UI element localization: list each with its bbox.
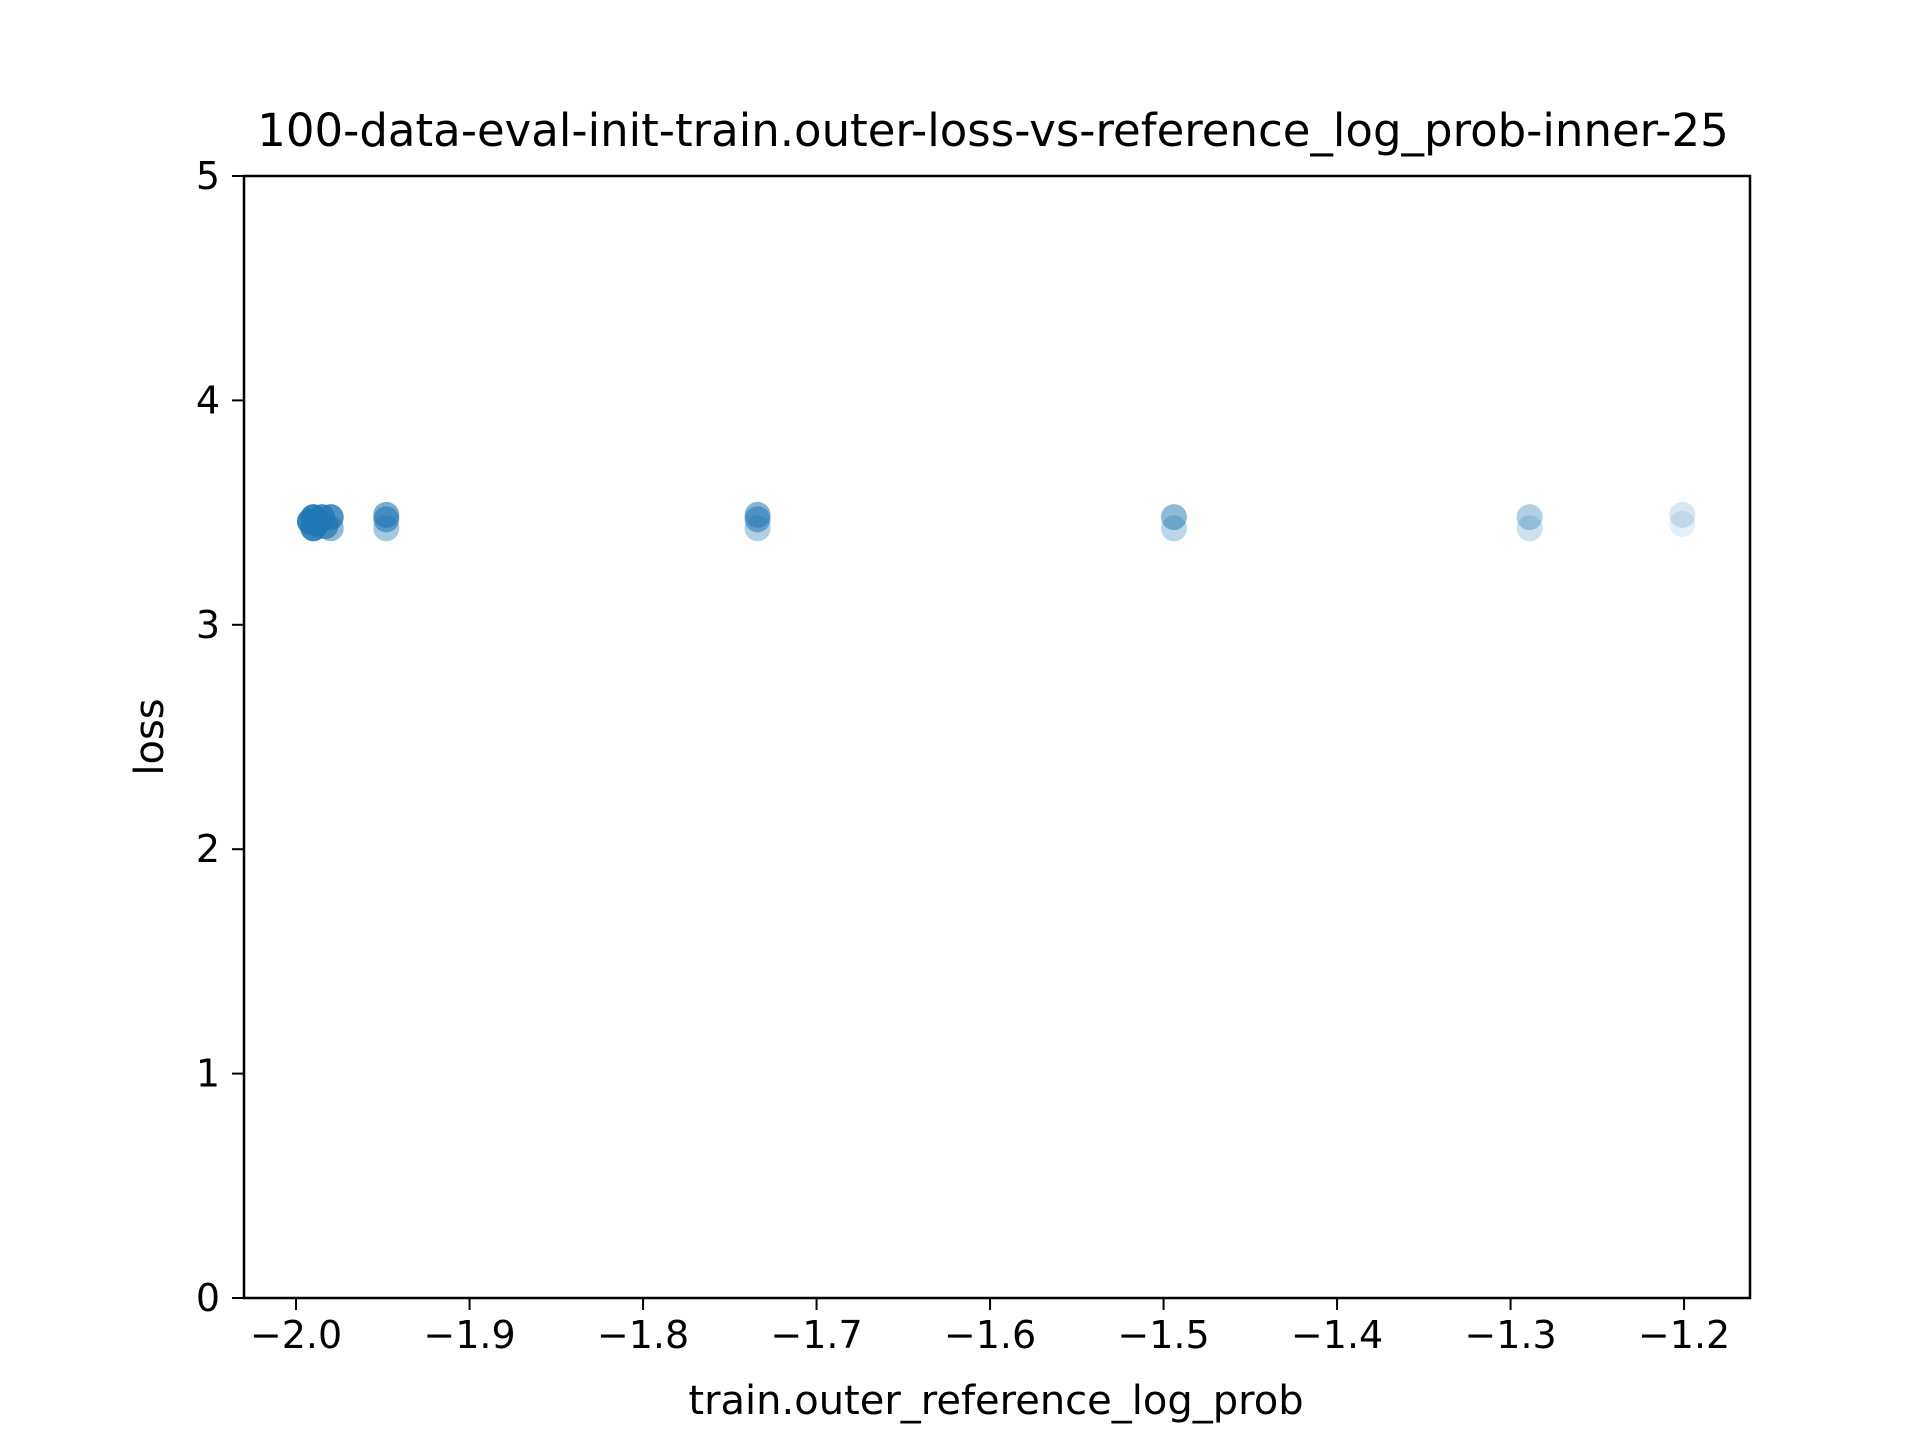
x-tick-label: −1.7 bbox=[770, 1313, 862, 1357]
data-point bbox=[1516, 515, 1543, 542]
data-point bbox=[1669, 501, 1696, 528]
data-points bbox=[296, 501, 1696, 542]
data-point bbox=[1160, 515, 1187, 542]
x-tick-label: −1.9 bbox=[423, 1313, 515, 1357]
x-tick-label: −1.5 bbox=[1117, 1313, 1209, 1357]
data-point bbox=[1160, 504, 1187, 531]
x-tick-label: −1.8 bbox=[597, 1313, 689, 1357]
plot-frame bbox=[242, 174, 1752, 1300]
y-tick-label: 5 bbox=[196, 154, 220, 198]
y-tick-label: 1 bbox=[196, 1052, 220, 1096]
x-tick-label: −2.0 bbox=[250, 1313, 342, 1357]
chart-title: 100-data-eval-init-train.outer-loss-vs-r… bbox=[257, 104, 1729, 157]
data-point bbox=[373, 506, 400, 533]
data-point bbox=[744, 515, 771, 542]
x-axis-ticks: −2.0 −1.9 −1.8 −1.7 −1.6 −1.5 −1.4 −1.3 −1.2 bbox=[250, 1298, 1730, 1357]
data-point bbox=[1669, 510, 1696, 537]
x-tick-label: −1.2 bbox=[1638, 1313, 1730, 1357]
x-tick-label: −1.3 bbox=[1464, 1313, 1556, 1357]
data-point bbox=[744, 506, 771, 533]
data-point bbox=[317, 515, 344, 542]
y-tick-label: 3 bbox=[196, 603, 220, 647]
data-point bbox=[1516, 504, 1543, 531]
x-tick-label: −1.4 bbox=[1291, 1313, 1383, 1357]
y-axis-ticks: 0 1 2 3 4 5 bbox=[196, 154, 244, 1320]
x-axis-label: train.outer_reference_log_prob bbox=[688, 1378, 1303, 1424]
y-axis-label: loss bbox=[127, 698, 173, 775]
data-point bbox=[373, 515, 400, 542]
y-tick-label: 2 bbox=[196, 827, 220, 871]
x-tick-label: −1.6 bbox=[944, 1313, 1036, 1357]
y-tick-label: 4 bbox=[196, 378, 220, 422]
y-tick-label: 0 bbox=[196, 1276, 220, 1320]
